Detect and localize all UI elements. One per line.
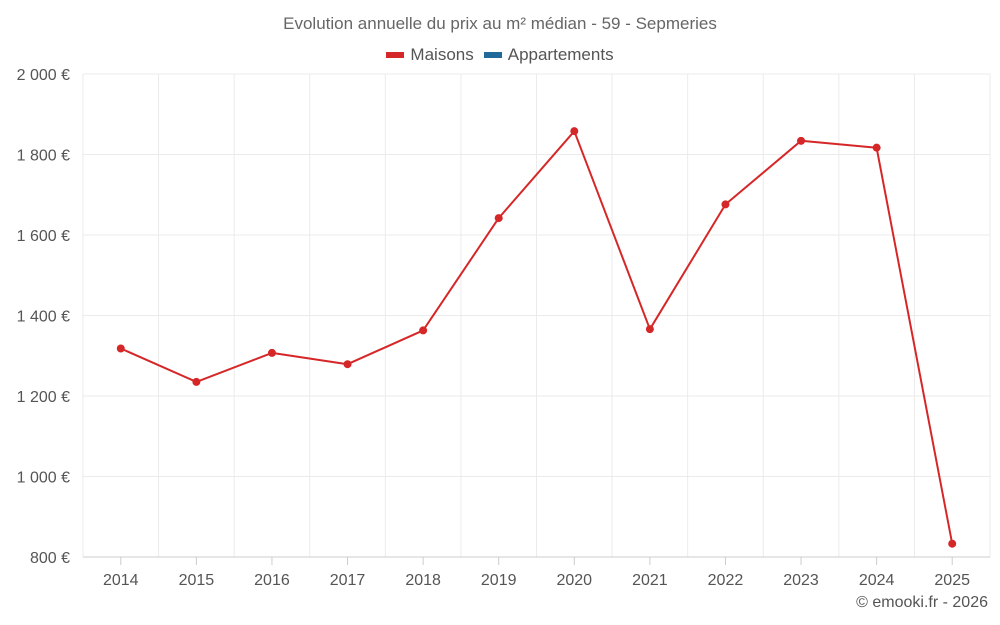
x-tick-label: 2014 xyxy=(103,572,139,589)
legend-label-maisons: Maisons xyxy=(410,45,474,64)
x-tick-label: 2021 xyxy=(632,572,668,589)
legend-swatch-appartements xyxy=(483,52,502,58)
data-point xyxy=(721,200,730,209)
data-point xyxy=(645,325,654,334)
y-tick-label: 1 200 € xyxy=(17,389,70,406)
y-tick-label: 1 000 € xyxy=(17,470,70,487)
x-tick-label: 2016 xyxy=(254,572,290,589)
x-tick-label: 2015 xyxy=(179,572,215,589)
legend-swatch-maisons xyxy=(386,52,405,58)
x-tick-label: 2023 xyxy=(783,572,819,589)
y-tick-label: 1 800 € xyxy=(17,148,70,165)
x-axis: 2014 2015 2016 2017 2018 2019 2020 2021 2022 2023… xyxy=(83,556,990,589)
data-point xyxy=(343,360,352,369)
data-point xyxy=(570,127,579,136)
y-tick-label: 1 600 € xyxy=(17,228,70,245)
legend-item-appartements[interactable]: Appartements xyxy=(483,45,614,65)
legend-label-appartements: Appartements xyxy=(507,45,614,64)
series-line-maisons xyxy=(120,130,954,544)
credit-text: © emooki.fr - 2026 xyxy=(856,594,988,611)
data-point xyxy=(948,539,957,548)
x-tick-label: 2020 xyxy=(556,572,592,589)
data-point xyxy=(494,214,503,223)
x-tick-label: 2024 xyxy=(859,572,895,589)
data-point xyxy=(116,344,125,353)
legend-item-maisons[interactable]: Maisons xyxy=(386,45,474,65)
data-point xyxy=(872,143,881,152)
y-axis: 800 € 1 000 € 1 200 € 1 400 € 1 600 € 1 800 €… xyxy=(17,67,70,567)
y-tick-label: 1 400 € xyxy=(17,309,70,326)
data-point xyxy=(267,348,276,357)
data-point xyxy=(797,136,806,145)
x-tick-label: 2022 xyxy=(708,572,744,589)
chart-title: Evolution annuelle du prix au m² médian … xyxy=(283,14,717,33)
x-tick-label: 2017 xyxy=(330,572,366,589)
x-tick-label: 2025 xyxy=(934,572,970,589)
x-tick-label: 2018 xyxy=(405,572,441,589)
y-tick-label: 800 € xyxy=(30,550,70,567)
series-maisons xyxy=(116,127,957,548)
grid xyxy=(82,73,991,558)
y-tick-label: 2 000 € xyxy=(17,67,70,84)
x-tick-label: 2019 xyxy=(481,572,517,589)
legend: Maisons Appartements xyxy=(0,45,1000,65)
data-point xyxy=(419,326,428,335)
data-point xyxy=(192,377,201,386)
